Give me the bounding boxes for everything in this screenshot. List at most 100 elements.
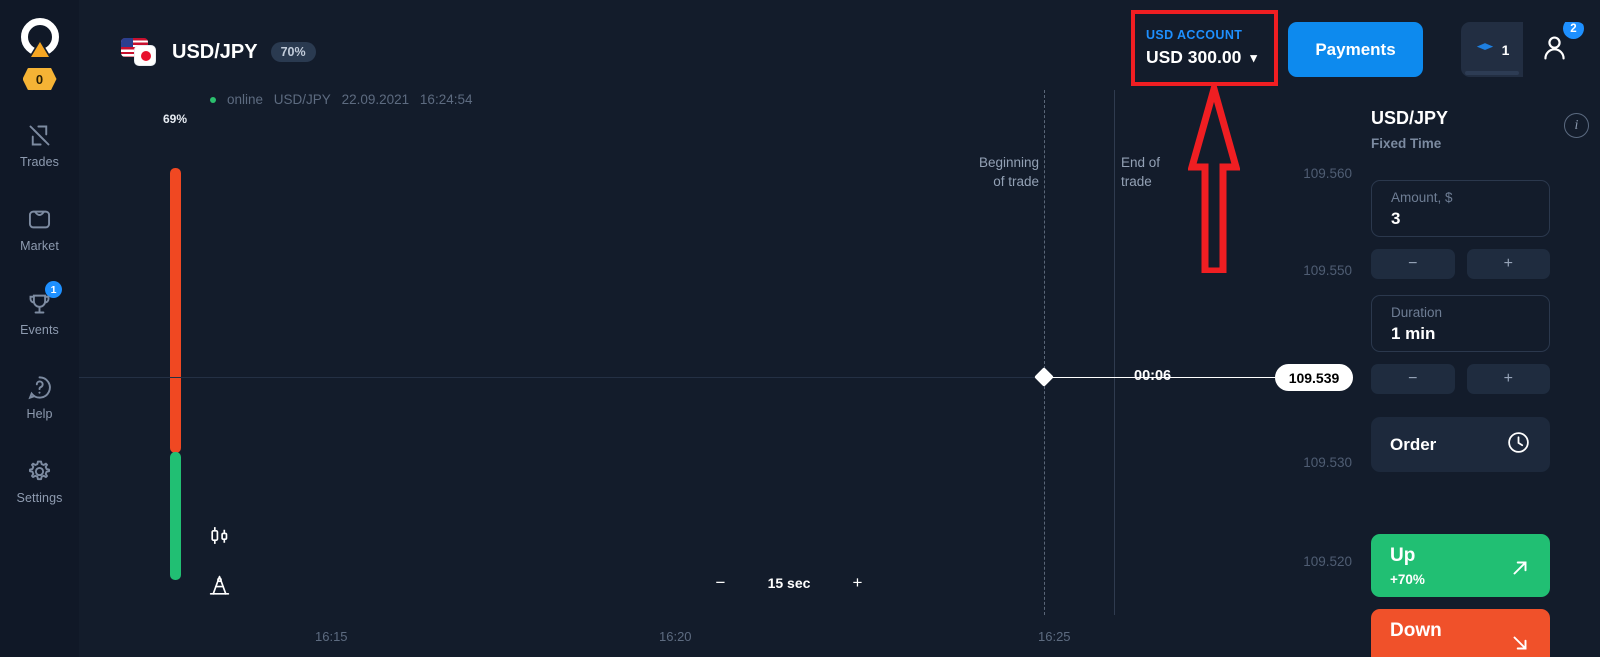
candle-body — [918, 283, 930, 292]
instrument-payout-badge: 70% — [270, 42, 316, 62]
candle-body — [955, 308, 967, 346]
amount-decrease-button[interactable]: − — [1371, 249, 1455, 279]
sidebar-item-label: Market — [20, 238, 59, 253]
timeframe-increase-button[interactable]: + — [834, 566, 880, 600]
time-axis: 16:15 16:20 16:25 — [79, 615, 1354, 657]
candle-body — [318, 206, 330, 249]
candle-body — [936, 292, 948, 308]
candle-body — [638, 509, 650, 524]
status-time: 16:24:54 — [419, 92, 473, 107]
candle-body — [1025, 354, 1037, 375]
sidebar-item-help[interactable]: Help — [0, 368, 79, 426]
end-of-trade-line2: trade — [1121, 174, 1152, 189]
status-instrument: USD/JPY — [273, 92, 331, 107]
candle-body — [196, 325, 208, 349]
candle-body — [861, 253, 873, 276]
amount-stepper: − + — [1371, 249, 1550, 279]
duration-value[interactable]: 1 min — [1391, 324, 1436, 343]
brand-logo[interactable] — [17, 18, 63, 64]
sidebar-item-trades[interactable]: Trades — [0, 116, 79, 174]
account-balance-selector[interactable]: USD ACCOUNT USD 300.00 ▾ — [1134, 12, 1274, 84]
candle-body — [824, 244, 836, 270]
down-trade-button[interactable]: Down — [1371, 609, 1550, 657]
graduation-cap-icon — [1475, 41, 1495, 59]
candle-body — [233, 306, 245, 317]
candle-body — [375, 260, 387, 285]
candle-body — [308, 249, 320, 257]
jp-flag-icon — [134, 45, 156, 66]
down-label: Down — [1390, 620, 1442, 641]
trade-panel: USD/JPY Fixed Time i Amount, $ 3 − + Dur… — [1360, 96, 1600, 657]
candle-body — [555, 536, 567, 539]
candle-body — [356, 237, 368, 260]
duration-field[interactable]: Duration 1 min — [1371, 295, 1550, 352]
chart-type-button[interactable] — [197, 513, 242, 558]
beginning-of-trade-line2: of trade — [993, 174, 1039, 189]
coin-balance-badge[interactable]: 0 — [22, 68, 57, 90]
sentiment-bar-down — [170, 168, 181, 453]
candle-body — [337, 206, 349, 238]
drawing-tools-button[interactable] — [197, 563, 242, 608]
info-icon[interactable]: i — [1564, 113, 1589, 138]
chevron-down-icon[interactable]: ▾ — [1250, 49, 1257, 65]
candle-body — [449, 225, 461, 234]
status-mode: online — [227, 92, 264, 107]
end-of-trade-line — [1114, 90, 1115, 630]
chart-area[interactable]: USD/JPY 70% online USD/JPY 22.09.2021 16… — [79, 0, 1354, 657]
timeframe-control[interactable]: − 15 sec + — [698, 566, 880, 600]
amount-increase-button[interactable]: + — [1466, 249, 1550, 279]
annotation-arrow-up-icon — [1187, 76, 1241, 275]
account-type-label: USD ACCOUNT — [1146, 28, 1243, 42]
current-price-line-left — [79, 377, 1044, 378]
end-of-trade-label: End of trade — [1121, 153, 1201, 191]
candle-body — [768, 279, 780, 289]
education-count: 1 — [1501, 41, 1510, 58]
candlestick-series — [79, 0, 1354, 657]
trades-arrows-icon — [26, 122, 53, 149]
status-date: 22.09.2021 — [341, 92, 410, 107]
duration-increase-button[interactable]: + — [1466, 364, 1550, 394]
trade-panel-title: USD/JPY — [1371, 108, 1449, 128]
price-tick: 109.550 — [1303, 263, 1352, 278]
payments-button[interactable]: Payments — [1288, 22, 1423, 77]
candle-body — [843, 244, 855, 276]
candle-body — [1006, 333, 1018, 375]
candle-body — [271, 273, 283, 295]
up-trade-button[interactable]: Up +70% — [1371, 534, 1550, 597]
duration-decrease-button[interactable]: − — [1371, 364, 1455, 394]
beginning-of-trade-line1: Beginning — [978, 155, 1039, 170]
candle-body — [290, 257, 302, 273]
profile-notification-badge: 2 — [1563, 22, 1584, 39]
order-label: Order — [1390, 434, 1437, 454]
candle-body — [138, 421, 150, 454]
sidebar-item-label: Trades — [19, 154, 60, 169]
events-trophy-icon — [26, 290, 53, 317]
arrow-up-right-icon — [1509, 557, 1531, 585]
amount-field[interactable]: Amount, $ 3 — [1371, 180, 1550, 237]
order-button[interactable]: Order — [1371, 417, 1550, 472]
time-tick: 16:20 — [659, 629, 692, 644]
candle-body — [787, 263, 799, 289]
profile-button[interactable]: 2 — [1523, 22, 1586, 77]
sidebar-item-label: Help — [26, 406, 53, 421]
candle-body — [537, 451, 549, 535]
help-question-icon — [26, 374, 53, 401]
usd-jpy-flags-icon — [121, 38, 158, 66]
gear-icon — [26, 458, 53, 485]
sentiment-up-label: 69% — [163, 112, 188, 126]
sidebar-item-settings[interactable]: Settings — [0, 452, 79, 510]
timeframe-decrease-button[interactable]: − — [698, 566, 744, 600]
account-balance-row: USD 300.00 ▾ — [1146, 47, 1274, 68]
education-progress-button[interactable]: 1 — [1461, 22, 1523, 77]
sidebar-item-events[interactable]: 1 Events — [0, 281, 79, 342]
trade-panel-subtitle: Fixed Time — [1371, 136, 1442, 151]
payments-label: Payments — [1315, 39, 1396, 59]
candle-wick — [417, 206, 419, 230]
timeframe-value[interactable]: 15 sec — [767, 575, 811, 591]
sidebar-item-market[interactable]: Market — [0, 200, 79, 258]
price-tick: 109.530 — [1303, 455, 1352, 470]
current-price-bubble: 109.539 — [1275, 364, 1353, 391]
sidebar-item-label: Settings — [16, 490, 63, 505]
instrument-selector[interactable]: USD/JPY 70% — [99, 21, 319, 83]
amount-value[interactable]: 3 — [1391, 209, 1401, 228]
